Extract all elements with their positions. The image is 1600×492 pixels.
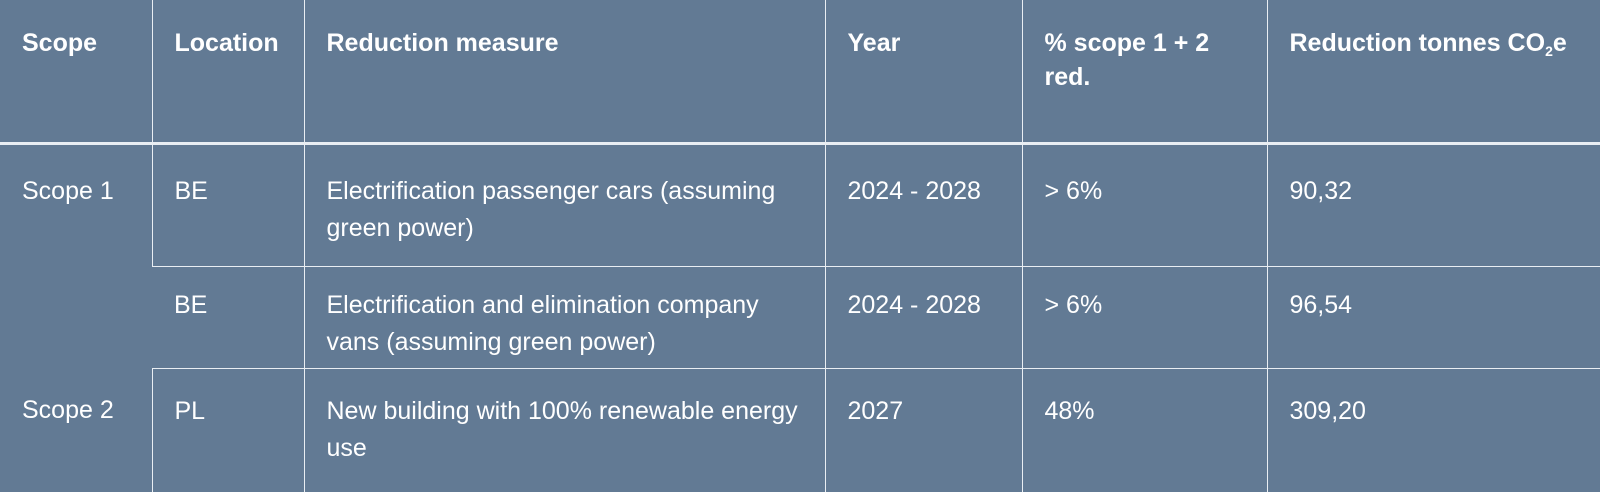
header-reduction-subscript: 2 (1545, 43, 1553, 59)
table-row: Scope 1 BE Electrification passenger car… (0, 143, 1600, 267)
cell-reduction-measure: Electrification and elimination company … (303, 266, 825, 369)
cell-scope: Scope 2 (22, 396, 114, 424)
header-year: Year (824, 0, 1022, 145)
header-reduction-suffix: e (1552, 29, 1567, 57)
cell-location: BE (151, 143, 304, 267)
cell-scope: Scope 1 (22, 176, 114, 205)
cell-year: 2024 - 2028 (824, 143, 1022, 267)
table-header-row: Scope Location Reduction measure Year % … (0, 0, 1600, 145)
header-percent-scope-reduction: % scope 1 + 2 red. (1021, 0, 1267, 145)
cell-reduction-measure: New building with 100% renewable energy … (303, 368, 825, 492)
cell-percent-reduction: > 6% (1021, 266, 1267, 369)
cell-year: 2024 - 2028 (824, 266, 1022, 369)
cell-percent-reduction: 48% (1021, 368, 1267, 492)
header-reduction-tonnes: Reduction tonnes CO2e (1266, 0, 1600, 145)
header-reduction-measure: Reduction measure (303, 0, 825, 145)
cell-location: BE (152, 266, 304, 369)
cell-location: PL (151, 368, 304, 492)
cell-year: 2027 (824, 368, 1022, 492)
header-location: Location (151, 0, 304, 145)
cell-reduction-tonnes: 90,32 (1266, 143, 1600, 267)
table-row: Scope 2 PL New building with 100% renewa… (0, 368, 1600, 492)
cell-percent-reduction: > 6% (1021, 143, 1267, 267)
header-reduction-tonnes-text: Reduction tonnes CO (1289, 29, 1546, 57)
cell-reduction-measure: Electrification passenger cars (assuming… (303, 143, 825, 267)
table-row: BE Electrification and elimination compa… (0, 266, 1600, 369)
cell-reduction-tonnes: 309,20 (1266, 368, 1600, 492)
header-scope: Scope (0, 0, 152, 145)
cell-reduction-tonnes: 96,54 (1266, 266, 1600, 369)
